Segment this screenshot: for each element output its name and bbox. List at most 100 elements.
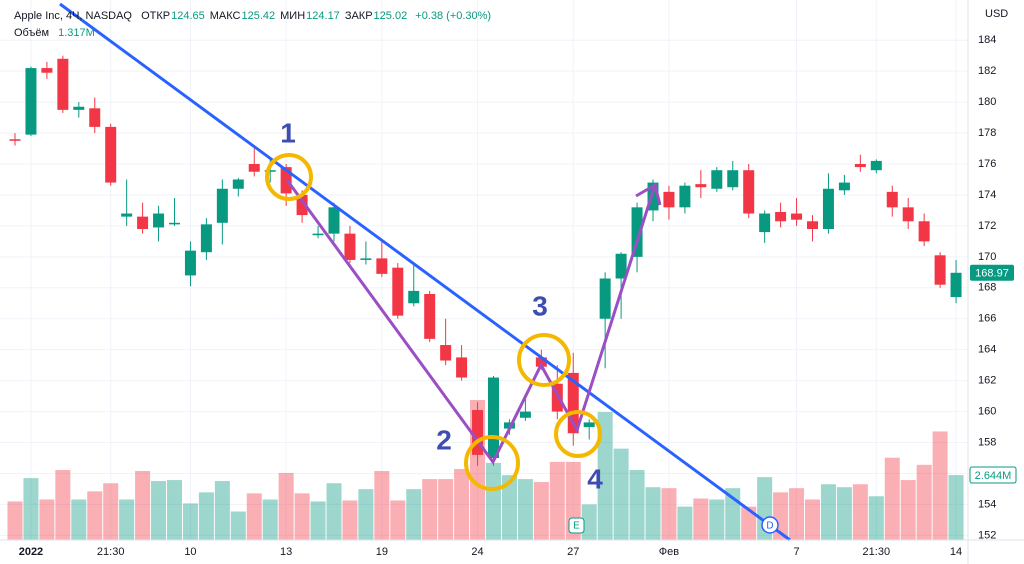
candle-body	[456, 357, 468, 378]
volume-bar	[438, 479, 454, 540]
volume-bar	[709, 499, 725, 540]
volume-bar	[517, 479, 533, 540]
candle-body	[169, 222, 180, 225]
candle-body	[807, 221, 818, 229]
candle-body	[918, 221, 930, 242]
stats: ОТКР124.65 МАКС125.42 МИН124.17 ЗАКР125.02	[141, 10, 412, 22]
volume-label-box	[969, 466, 1017, 484]
volume-bar	[214, 481, 230, 540]
volume-bar	[182, 503, 198, 540]
volume-bar	[7, 501, 23, 540]
axes: 1521541561581601621641661681701721741761…	[19, 34, 1017, 558]
volume-bar	[836, 487, 852, 540]
volume-bar	[741, 506, 757, 540]
candle-body	[567, 372, 579, 434]
x-tick-label: 7	[793, 546, 799, 558]
candle-body	[232, 179, 244, 189]
x-tick-label: 2022	[19, 546, 43, 558]
x-tick-label: 21:30	[863, 546, 891, 558]
candle-body	[583, 422, 595, 428]
currency: USD	[985, 8, 1008, 20]
candles	[9, 55, 962, 466]
volume-bar	[87, 491, 103, 540]
trend-line	[59, 2, 791, 542]
pattern-arrow	[635, 182, 662, 206]
candle-body	[631, 207, 643, 257]
volume-bar	[358, 489, 374, 540]
volume-bar	[549, 461, 565, 540]
x-tick-label: 14	[950, 546, 962, 558]
volume-bar	[390, 500, 406, 540]
candle-body	[711, 170, 723, 189]
volume-bar	[597, 412, 613, 540]
highlight-circle	[554, 410, 602, 458]
candle-body	[615, 253, 627, 279]
candle-body	[392, 267, 404, 316]
volume-bar	[326, 483, 342, 540]
candle-body	[647, 182, 659, 211]
y-tick-label: 182	[978, 65, 996, 77]
volume-bar	[278, 472, 294, 540]
pattern-line	[285, 179, 657, 465]
y-tick-label: 180	[978, 96, 996, 108]
candle-body	[248, 164, 260, 172]
stat-label: ЗАКР	[344, 10, 373, 22]
stat-label: МАКС	[209, 10, 241, 22]
candle-body	[886, 191, 898, 208]
y-tick-label: 170	[978, 251, 996, 263]
y-tick-label: 178	[978, 127, 996, 139]
stat-value: 125.42	[241, 10, 276, 22]
y-tick-label: 160	[978, 405, 996, 417]
candle-body	[408, 290, 420, 304]
x-tick-label: 27	[567, 546, 579, 558]
y-tick-label: 176	[978, 158, 996, 170]
volume-bar	[454, 469, 470, 540]
y-tick-label: 152	[978, 529, 996, 541]
y-tick-label: 164	[978, 344, 996, 356]
volume-bar	[868, 496, 884, 540]
volume-bar	[119, 499, 135, 540]
candle-body	[9, 139, 21, 141]
candle-body	[360, 258, 372, 260]
candle-body	[25, 68, 37, 135]
price-label-box	[970, 264, 1014, 281]
stat-value: 124.65	[171, 10, 205, 22]
y-tick-label: 166	[978, 313, 996, 325]
volume-bar	[613, 448, 629, 540]
candle-body	[105, 126, 117, 183]
candle-body	[184, 250, 196, 276]
candle-body	[759, 213, 771, 233]
candle-body	[679, 185, 691, 208]
volume-bar	[932, 431, 948, 540]
volume-bar	[230, 511, 246, 540]
candle-body	[121, 213, 133, 217]
event-label: E	[573, 521, 580, 532]
volume-bar	[661, 488, 677, 540]
y-tick-label: 168	[978, 282, 996, 294]
volume-bar	[916, 464, 932, 540]
y-tick-label: 172	[978, 220, 996, 232]
stat-label: ОТКР	[141, 10, 171, 22]
volume-bar	[167, 480, 182, 540]
volume	[7, 400, 964, 540]
header: Apple Inc, 4Ч, NASDAQ ОТКР124.65 МАКС125.…	[14, 8, 496, 42]
volume-bar	[342, 500, 358, 540]
candle-body	[73, 106, 85, 110]
volume-bar	[501, 475, 517, 540]
candle-body	[137, 216, 149, 229]
candle-body	[775, 211, 787, 222]
annotation: 2	[436, 424, 452, 455]
event-marker[interactable]	[568, 517, 585, 534]
annotation: 1	[280, 117, 296, 148]
candle-body	[791, 213, 803, 220]
volume-bar	[948, 475, 964, 540]
event-marker[interactable]	[761, 516, 779, 534]
volume-bar	[151, 481, 167, 540]
volume-bar	[262, 499, 278, 540]
volume-bar	[693, 498, 709, 540]
drawings: 1 2 3 4 E D	[59, 2, 791, 542]
highlight-circle	[517, 333, 571, 387]
volume-bar	[789, 488, 805, 540]
